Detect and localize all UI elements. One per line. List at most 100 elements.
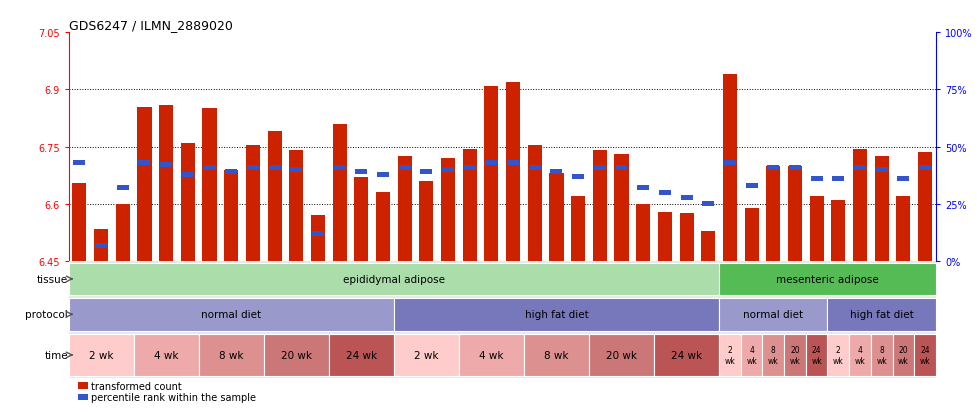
Bar [589, 334, 654, 376]
Bar [419, 182, 433, 261]
Bar [810, 177, 822, 182]
Bar [398, 157, 412, 261]
Bar [225, 170, 237, 175]
Bar [745, 208, 759, 261]
Bar [784, 334, 806, 376]
Text: protocol: protocol [25, 310, 69, 320]
Bar [832, 177, 845, 182]
Text: normal diet: normal diet [743, 310, 804, 320]
Bar [116, 204, 130, 261]
Bar [312, 232, 324, 237]
Bar [615, 165, 627, 170]
Bar [289, 151, 304, 261]
Bar [527, 145, 542, 261]
Text: GDS6247 / ILMN_2889020: GDS6247 / ILMN_2889020 [69, 19, 232, 32]
Bar [572, 175, 584, 180]
Bar [593, 151, 607, 261]
Bar [333, 165, 346, 170]
Bar [679, 214, 694, 261]
Bar [762, 334, 784, 376]
Text: high fat diet: high fat diet [850, 310, 913, 320]
Bar [117, 186, 128, 191]
Bar [376, 193, 390, 261]
Text: 8
wk: 8 wk [876, 345, 887, 365]
Bar [898, 177, 909, 182]
Bar [507, 161, 519, 166]
Bar [484, 86, 499, 261]
Bar [806, 334, 827, 376]
Bar [377, 172, 389, 177]
Bar [746, 184, 758, 189]
Text: time: time [44, 350, 69, 360]
Bar [73, 183, 86, 261]
Bar [160, 163, 172, 168]
Text: 20 wk: 20 wk [606, 350, 637, 360]
Bar [594, 165, 606, 170]
Bar [506, 83, 520, 261]
Bar [854, 165, 866, 170]
Bar [788, 166, 802, 261]
Bar [550, 174, 564, 261]
Bar [399, 165, 411, 170]
Bar [918, 153, 932, 261]
Text: 8
wk: 8 wk [768, 345, 779, 365]
Bar [133, 334, 199, 376]
Bar [94, 229, 108, 261]
Text: 4
wk: 4 wk [855, 345, 865, 365]
Bar [680, 195, 693, 200]
Bar [290, 168, 302, 173]
Bar [741, 334, 762, 376]
Bar [137, 107, 152, 261]
Text: 24 wk: 24 wk [346, 350, 377, 360]
Text: 20
wk: 20 wk [790, 345, 801, 365]
Bar [204, 165, 216, 170]
Bar [74, 161, 85, 166]
Bar [247, 165, 259, 170]
Text: epididymal adipose: epididymal adipose [343, 274, 445, 284]
Bar [264, 334, 329, 376]
Text: 20
wk: 20 wk [898, 345, 908, 365]
Bar [551, 170, 563, 175]
Bar [354, 178, 368, 261]
Bar [853, 149, 867, 261]
Bar [529, 165, 541, 170]
Bar [919, 165, 931, 170]
Bar [420, 170, 432, 175]
Bar [463, 149, 477, 261]
Bar [827, 298, 936, 331]
Bar [332, 124, 347, 261]
Text: 24
wk: 24 wk [811, 345, 822, 365]
Bar [464, 165, 475, 170]
Bar [914, 334, 936, 376]
Bar [224, 170, 238, 261]
Text: transformed count: transformed count [91, 381, 182, 391]
Text: 24 wk: 24 wk [671, 350, 702, 360]
Text: 20 wk: 20 wk [280, 350, 312, 360]
Bar [394, 298, 719, 331]
Bar [356, 170, 368, 175]
Text: 8 wk: 8 wk [544, 350, 568, 360]
Bar [69, 298, 394, 331]
Bar [897, 197, 910, 261]
Bar [311, 216, 325, 261]
Bar [849, 334, 871, 376]
Bar [95, 243, 107, 248]
Bar [459, 334, 524, 376]
Bar [571, 197, 585, 261]
Bar [138, 161, 151, 166]
Bar [701, 231, 715, 261]
Bar [329, 334, 394, 376]
Bar [831, 201, 846, 261]
Bar [199, 334, 264, 376]
Bar [719, 263, 936, 295]
Bar [246, 145, 260, 261]
Bar [893, 334, 914, 376]
Text: 4 wk: 4 wk [479, 350, 504, 360]
Bar [871, 334, 893, 376]
Bar [876, 168, 888, 173]
Bar [268, 132, 281, 261]
Bar [789, 165, 801, 170]
Bar [809, 197, 824, 261]
Bar [203, 109, 217, 261]
Text: 2
wk: 2 wk [724, 345, 735, 365]
